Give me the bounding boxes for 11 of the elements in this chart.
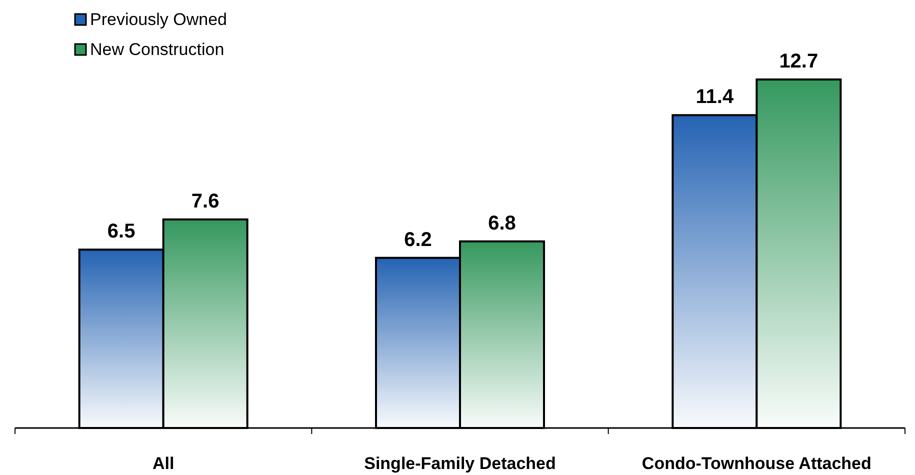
data-label: 6.5 [107, 220, 136, 243]
data-label: 12.7 [779, 50, 818, 72]
data-label: 6.2 [404, 228, 432, 251]
data-label: 11.4 [696, 86, 734, 108]
data-label: 6.8 [488, 212, 516, 234]
legend-label: New Construction [90, 40, 224, 59]
x-tick-label: Condo-Townhouse Attached [642, 454, 872, 473]
x-tick-label: Single-Family Detached [364, 454, 556, 473]
data-label: 7.6 [191, 190, 220, 212]
legend-label: Previously Owned [90, 10, 228, 29]
x-tick-label: All [152, 454, 174, 473]
